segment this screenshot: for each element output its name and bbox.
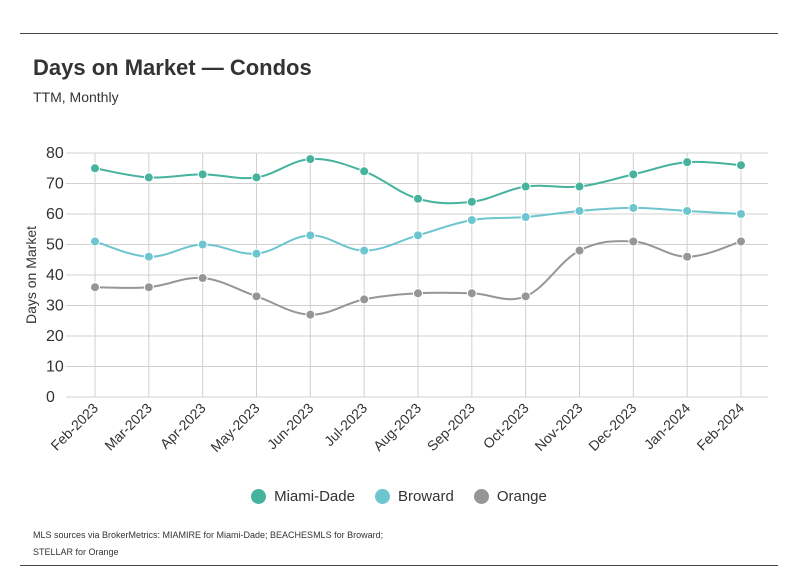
chart-legend: Miami-Dade Broward Orange (0, 488, 798, 505)
footnote-line-2: STELLAR for Orange (33, 547, 119, 557)
data-point-orange (520, 291, 531, 302)
data-point-orange (359, 294, 370, 305)
data-point-broward (466, 215, 477, 226)
y-tick-label: 30 (46, 298, 64, 315)
legend-item-broward: Broward (374, 488, 454, 505)
x-tick-label: Feb-2024 (693, 400, 747, 454)
data-point-orange (736, 236, 746, 247)
data-point-orange (413, 288, 423, 299)
x-tick-label: Sep-2023 (424, 400, 478, 454)
data-point-orange (466, 288, 477, 299)
footnote-line-1: MLS sources via BrokerMetrics: MIAMIRE f… (33, 530, 384, 540)
y-tick-label: 80 (46, 145, 64, 162)
y-tick-label: 70 (46, 176, 64, 193)
data-point-broward (574, 205, 585, 216)
data-point-orange (251, 291, 262, 302)
data-point-miami-dade (574, 181, 585, 192)
data-point-orange (197, 273, 208, 284)
legend-swatch-broward (374, 489, 390, 504)
chart-subtitle: TTM, Monthly (33, 89, 119, 105)
data-point-broward (197, 239, 208, 250)
data-point-miami-dade (736, 160, 746, 171)
y-tick-label: 10 (46, 359, 64, 376)
bottom-rule (20, 565, 778, 566)
y-tick-label: 40 (46, 267, 64, 284)
data-point-broward (736, 209, 746, 219)
data-point-orange (143, 282, 154, 293)
x-tick-label: Oct-2023 (480, 400, 532, 452)
legend-label-broward: Broward (397, 488, 454, 505)
x-tick-label: Aug-2023 (370, 400, 424, 454)
y-tick-label: 60 (46, 206, 64, 223)
x-tick-label: Feb-2023 (47, 400, 101, 454)
data-point-miami-dade (682, 157, 693, 168)
y-axis-label: Days on Market (23, 226, 39, 324)
data-point-orange (682, 251, 693, 262)
data-point-miami-dade (251, 172, 262, 183)
data-point-orange (90, 282, 100, 293)
legend-item-orange: Orange (473, 488, 547, 505)
data-point-broward (359, 245, 370, 256)
y-tick-label: 20 (46, 328, 64, 345)
data-point-broward (90, 236, 100, 247)
legend-swatch-miami-dade (251, 489, 267, 504)
data-point-miami-dade (197, 169, 208, 180)
x-tick-label: Apr-2023 (157, 400, 209, 452)
x-tick-label: Nov-2023 (531, 400, 585, 454)
data-point-miami-dade (305, 154, 316, 165)
legend-label-miami-dade: Miami-Dade (274, 488, 355, 505)
data-point-miami-dade (359, 166, 370, 177)
legend-item-miami-dade: Miami-Dade (251, 488, 355, 505)
x-tick-label: Mar-2023 (101, 400, 155, 454)
data-point-orange (574, 245, 585, 256)
source-footnote: MLS sources via BrokerMetrics: MIAMIRE f… (33, 527, 393, 561)
legend-swatch-orange (473, 489, 489, 504)
data-point-miami-dade (90, 163, 100, 174)
top-rule (20, 33, 778, 34)
data-point-broward (520, 212, 531, 223)
y-tick-label: 50 (46, 237, 64, 254)
data-point-broward (628, 202, 639, 213)
data-point-broward (251, 248, 262, 259)
chart-title: Days on Market — Condos (33, 55, 312, 80)
data-point-orange (628, 236, 639, 247)
data-point-miami-dade (520, 181, 531, 192)
legend-label-orange: Orange (496, 488, 547, 505)
x-tick-label: Jun-2023 (264, 400, 317, 453)
x-tick-label: Jul-2023 (321, 400, 370, 449)
data-point-miami-dade (413, 193, 423, 204)
data-point-miami-dade (143, 172, 154, 183)
data-point-broward (413, 230, 423, 241)
x-tick-label: Dec-2023 (585, 400, 639, 454)
data-point-broward (682, 205, 693, 216)
data-point-orange (305, 309, 316, 320)
x-tick-label: May-2023 (207, 400, 262, 455)
x-tick-label: Jan-2024 (641, 400, 694, 453)
data-point-broward (143, 251, 154, 262)
data-point-miami-dade (466, 196, 477, 207)
data-point-broward (305, 230, 316, 241)
y-tick-label: 0 (46, 389, 55, 406)
data-point-miami-dade (628, 169, 639, 180)
